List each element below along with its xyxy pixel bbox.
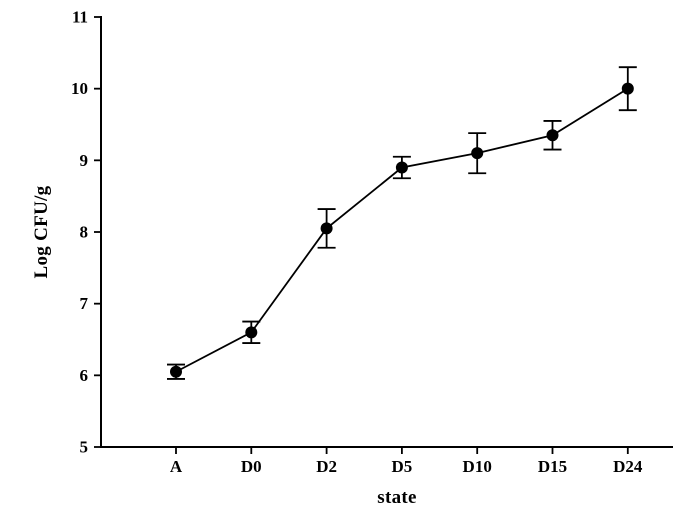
y-axis-title: Log CFU/g	[31, 185, 52, 279]
data-point	[245, 326, 258, 339]
x-tick-label: D24	[613, 457, 643, 476]
y-tick-label: 9	[80, 151, 89, 170]
x-tick-label: A	[170, 457, 183, 476]
x-tick-label: D15	[538, 457, 567, 476]
series-line	[175, 87, 629, 373]
data-point	[471, 147, 484, 160]
data-point	[320, 222, 333, 235]
y-tick-label: 5	[80, 438, 89, 457]
x-axis-title: state	[377, 487, 417, 508]
y-tick-label: 11	[72, 8, 88, 27]
y-tick-label: 7	[80, 294, 89, 313]
y-tick-label: 10	[71, 79, 88, 98]
x-tick-label: D2	[316, 457, 337, 476]
data-point	[621, 82, 634, 95]
x-tick-label: D5	[392, 457, 413, 476]
y-tick-label: 8	[80, 223, 89, 242]
x-tick-label: D0	[241, 457, 262, 476]
x-tick-label: D10	[463, 457, 492, 476]
data-point	[170, 365, 182, 378]
data-point	[395, 161, 408, 174]
data-point	[546, 129, 559, 142]
y-tick-label: 6	[80, 366, 89, 385]
